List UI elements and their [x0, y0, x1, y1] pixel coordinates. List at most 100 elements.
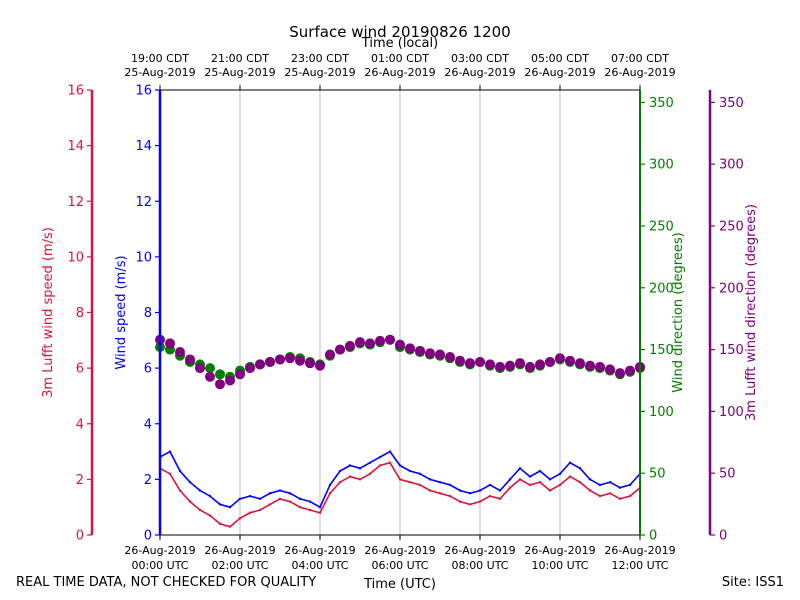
- data-point: [538, 480, 542, 484]
- data-point: [455, 355, 465, 366]
- data-point: [215, 369, 225, 380]
- lufft_dir-tick-label: 300: [719, 158, 744, 173]
- data-point: [225, 375, 235, 386]
- top-tick-label-date: 25-Aug-2019: [284, 66, 355, 79]
- data-point: [368, 461, 372, 464]
- data-point: [285, 353, 295, 364]
- data-point: [625, 365, 635, 376]
- data-point: [405, 343, 415, 354]
- wind_speed-tick-label: 6: [144, 362, 152, 377]
- data-point: [628, 483, 632, 487]
- data-point: [218, 503, 222, 506]
- data-point: [295, 355, 305, 366]
- data-point: [228, 505, 232, 509]
- data-point: [298, 505, 302, 509]
- lufft_dir-tick-label: 100: [719, 405, 744, 420]
- x-tick-label-time: 06:00 UTC: [371, 559, 428, 572]
- data-point: [485, 359, 495, 370]
- data-point: [178, 489, 182, 492]
- data-point: [495, 361, 505, 372]
- data-point: [308, 500, 312, 503]
- data-point: [608, 480, 612, 484]
- top-tick-label-date: 26-Aug-2019: [444, 66, 515, 79]
- grid-lines: [239, 90, 561, 535]
- wind_speed-tick-label: 2: [144, 473, 152, 488]
- data-point: [628, 494, 632, 498]
- data-point: [598, 483, 602, 487]
- data-point: [398, 464, 402, 467]
- data-point: [388, 461, 392, 464]
- x-axis-label: Time (UTC): [363, 577, 436, 592]
- data-point: [478, 489, 482, 492]
- series-3m-lufft-wind-direction: [155, 334, 645, 390]
- data-point: [468, 503, 472, 506]
- data-point: [505, 360, 515, 371]
- data-point: [218, 522, 222, 526]
- data-point: [328, 492, 332, 495]
- wind_speed-tick-label: 10: [135, 250, 152, 265]
- data-point: [428, 478, 432, 481]
- data-point: [205, 371, 215, 382]
- lufft_dir-tick-label: 250: [719, 219, 744, 234]
- data-point: [558, 472, 562, 476]
- data-point: [568, 461, 572, 464]
- data-point: [428, 489, 432, 492]
- data-point: [165, 338, 175, 349]
- data-point: [575, 358, 585, 369]
- data-point: [198, 489, 202, 492]
- lufft_speed-tick-label: 8: [76, 306, 84, 321]
- data-point: [365, 338, 375, 349]
- top-tick-label-time: 23:00 CDT: [291, 52, 349, 65]
- data-point: [458, 500, 462, 503]
- x-tick-label-date: 26-Aug-2019: [364, 544, 435, 557]
- data-point: [288, 500, 292, 503]
- data-point: [208, 494, 212, 498]
- data-point: [425, 348, 435, 359]
- top-tick-label-date: 26-Aug-2019: [364, 66, 435, 79]
- wind_dir-axis-label: Wind direction (degrees): [671, 232, 686, 392]
- data-point: [318, 505, 322, 509]
- data-point: [355, 337, 365, 348]
- data-point: [415, 345, 425, 356]
- lufft_dir-tick-label: 200: [719, 281, 744, 296]
- data-point: [345, 340, 355, 351]
- data-point: [338, 469, 342, 473]
- data-point: [545, 356, 555, 367]
- data-point: [328, 483, 332, 487]
- data-point: [488, 494, 492, 498]
- data-point: [555, 353, 565, 364]
- lufft_speed-tick-label: 6: [76, 362, 84, 377]
- wind_speed-axis-label: Wind speed (m/s): [114, 255, 129, 369]
- wind_speed-tick-label: 4: [144, 417, 152, 432]
- lufft_speed-tick-label: 2: [76, 473, 84, 488]
- data-point: [488, 483, 492, 487]
- data-point: [538, 469, 542, 473]
- series-layer: [155, 334, 645, 528]
- data-point: [465, 358, 475, 369]
- x-tick-label-time: 00:00 UTC: [131, 559, 188, 572]
- top-axis-label: Time (local): [361, 36, 438, 51]
- wind_dir-tick-label: 100: [649, 405, 674, 420]
- data-point: [198, 508, 202, 512]
- x-tick-label-date: 26-Aug-2019: [284, 544, 355, 557]
- data-point: [618, 497, 622, 501]
- top-tick-label-date: 26-Aug-2019: [604, 66, 675, 79]
- wind_dir-tick-label: 0: [649, 529, 657, 544]
- x-tick-label-time: 12:00 UTC: [611, 559, 668, 572]
- data-point: [435, 349, 445, 360]
- data-point: [308, 508, 312, 512]
- data-point: [508, 486, 512, 489]
- data-point: [358, 467, 362, 470]
- data-point: [528, 475, 532, 478]
- data-point: [418, 472, 422, 476]
- x-tick-label-time: 10:00 UTC: [531, 559, 588, 572]
- lufft_speed-tick-label: 4: [76, 417, 84, 432]
- top-tick-label-time: 03:00 CDT: [451, 52, 509, 65]
- data-point: [468, 492, 472, 495]
- top-tick-label-time: 07:00 CDT: [611, 52, 669, 65]
- wind_dir-tick-label: 50: [649, 467, 666, 482]
- wind_speed-tick-label: 14: [135, 139, 152, 154]
- data-point: [558, 483, 562, 487]
- data-point: [335, 344, 345, 355]
